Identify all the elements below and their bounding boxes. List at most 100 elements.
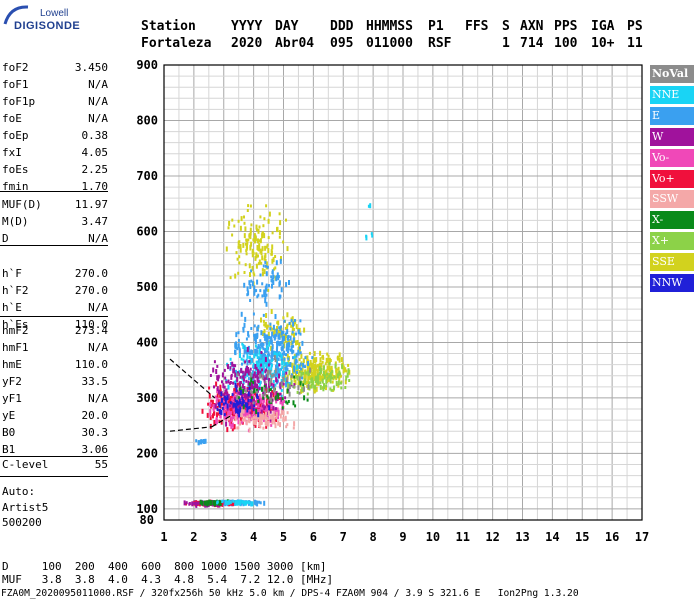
data-point	[261, 368, 263, 372]
data-point	[251, 409, 254, 413]
data-point	[261, 271, 264, 277]
data-point	[264, 295, 267, 299]
y-tick-label: 300	[136, 391, 158, 405]
data-point	[249, 247, 252, 251]
data-point	[254, 339, 257, 345]
data-point	[266, 360, 269, 364]
data-point	[299, 362, 302, 366]
data-point	[234, 372, 237, 378]
data-point	[273, 267, 276, 271]
data-point	[291, 365, 294, 369]
data-point	[267, 369, 269, 375]
data-point	[276, 379, 279, 383]
data-point	[250, 349, 253, 355]
data-point	[309, 360, 312, 365]
data-point	[209, 415, 212, 420]
data-point	[300, 369, 303, 373]
x-tick-label: 6	[310, 530, 317, 544]
data-point	[235, 332, 238, 338]
data-point	[238, 240, 241, 244]
data-point	[249, 404, 252, 410]
data-point	[298, 376, 301, 382]
data-point	[265, 261, 268, 267]
data-point	[229, 413, 232, 419]
data-point	[269, 322, 272, 326]
data-point	[234, 364, 237, 368]
data-point	[247, 238, 250, 242]
data-point	[247, 399, 250, 402]
x-tick-label: 10	[426, 530, 440, 544]
data-point	[295, 324, 298, 330]
data-point	[253, 402, 256, 408]
data-point	[249, 227, 252, 233]
data-point	[206, 412, 209, 418]
data-point	[275, 328, 278, 334]
data-point	[226, 395, 229, 401]
data-point	[241, 342, 244, 346]
data-point	[225, 413, 228, 417]
data-point	[264, 354, 267, 357]
data-point	[252, 312, 255, 316]
data-point	[280, 409, 283, 415]
data-point	[247, 290, 250, 296]
data-point	[265, 271, 268, 277]
data-point	[197, 501, 200, 505]
data-point	[246, 371, 249, 377]
hdr-value-p1: RSF	[428, 36, 452, 51]
data-point	[272, 280, 275, 285]
data-point	[244, 500, 247, 506]
data-point	[243, 378, 245, 382]
data-point	[306, 392, 309, 396]
param-name: foE	[2, 112, 22, 125]
data-point	[285, 382, 288, 388]
param-value: N/A	[88, 341, 108, 354]
data-point	[261, 386, 263, 392]
data-point	[255, 390, 258, 394]
data-point	[288, 370, 291, 376]
data-point	[234, 382, 237, 388]
data-point	[317, 376, 320, 380]
data-point	[200, 501, 203, 505]
data-point	[216, 406, 219, 409]
data-point	[231, 393, 234, 397]
data-point	[262, 224, 265, 228]
data-point	[323, 383, 325, 387]
data-point	[311, 377, 314, 383]
data-point	[298, 346, 301, 350]
data-point	[201, 439, 204, 443]
data-point	[274, 392, 277, 396]
data-point	[278, 235, 281, 239]
param-row-b0: B0 30.3	[2, 424, 108, 441]
data-point	[334, 363, 337, 369]
param-value: 2.25	[81, 163, 109, 176]
data-point	[241, 415, 244, 421]
data-point	[257, 362, 260, 368]
data-point	[244, 373, 247, 379]
param-row-foe: foE N/A	[2, 110, 108, 127]
data-point	[286, 329, 289, 335]
data-point	[271, 363, 273, 367]
data-point	[274, 407, 277, 411]
legend-item-nnw: NNW	[650, 274, 694, 292]
data-point	[212, 367, 215, 373]
data-point	[238, 348, 241, 354]
data-point	[242, 388, 245, 394]
data-point	[250, 400, 253, 404]
data-point	[223, 409, 226, 415]
data-point	[272, 414, 275, 418]
data-point	[216, 397, 219, 401]
data-point	[219, 397, 222, 403]
data-point	[231, 422, 234, 428]
data-point	[272, 257, 275, 263]
data-point	[235, 410, 238, 414]
data-point	[243, 500, 246, 506]
hdr-label-ffs: FFS	[465, 19, 489, 34]
x-tick-label: 12	[485, 530, 499, 544]
data-point	[241, 383, 244, 389]
data-point	[247, 391, 250, 397]
data-point	[232, 411, 235, 415]
param-value: N/A	[88, 301, 108, 314]
data-point	[258, 243, 261, 249]
data-point	[255, 263, 258, 269]
data-point	[324, 362, 327, 366]
